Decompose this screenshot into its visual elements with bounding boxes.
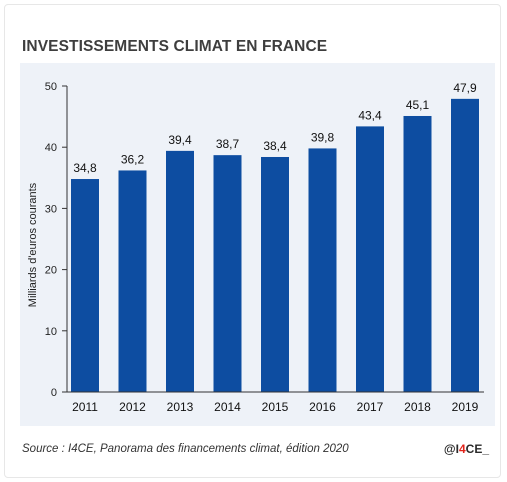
y-axis-ticks: 0 10 20 30 40 50	[45, 81, 67, 399]
x-tick-label-2015: 2015	[262, 400, 289, 414]
bar-2017	[356, 126, 384, 392]
x-tick-label-2011: 2011	[72, 400, 98, 414]
value-label-2014: 38,7	[216, 137, 240, 151]
x-tick-label-2018: 2018	[404, 400, 431, 414]
y-tick-label: 50	[45, 81, 57, 93]
value-label-2018: 45,1	[406, 98, 430, 112]
x-tick-label-2017: 2017	[357, 400, 384, 414]
card-border	[4, 4, 501, 478]
x-tick-label-2012: 2012	[119, 400, 146, 414]
bar-2019	[451, 98, 479, 393]
source-note: Source : I4CE, Panorama des financements…	[22, 443, 349, 455]
value-label-2016: 39,8	[311, 130, 335, 144]
y-tick-label: 40	[45, 142, 57, 154]
x-axis-ticks: 2011 2012 2013 2014 2015 2016 2017 2018 2019	[72, 400, 479, 414]
x-tick-label-2016: 2016	[309, 400, 336, 414]
x-tick-label-2014: 2014	[214, 400, 241, 414]
value-label-2017: 43,4	[358, 108, 382, 122]
bar-2014	[213, 155, 242, 392]
bar-2016	[308, 148, 337, 392]
value-label-2015: 38,4	[263, 139, 287, 153]
bar-2011	[71, 179, 99, 392]
value-labels: 34,8 36,2 39,4 38,7 38,4 39,8 43,4 45,1 47,9	[73, 81, 477, 175]
y-tick-label: 20	[45, 265, 57, 277]
value-label-2012: 36,2	[121, 152, 145, 166]
bar-2018	[403, 115, 432, 392]
value-label-2013: 39,4	[168, 133, 192, 147]
logo-text-suffix: CE_	[465, 442, 489, 456]
y-tick-label: 30	[45, 203, 57, 215]
bar-2015	[261, 156, 289, 392]
i4ce-logo: @I4CE_	[444, 442, 489, 456]
x-tick-label-2013: 2013	[167, 400, 194, 414]
y-tick-label: 0	[51, 387, 57, 399]
y-tick-label: 10	[45, 326, 57, 338]
bar-2013	[166, 150, 194, 392]
bar-2012	[118, 170, 147, 392]
chart-title: INVESTISSEMENTS CLIMAT EN FRANCE	[22, 38, 328, 55]
logo-text-prefix: @I	[443, 442, 459, 456]
bars	[71, 98, 479, 393]
value-label-2011: 34,8	[73, 161, 97, 175]
logo-text-accent: 4	[458, 442, 466, 456]
y-axis-label: Milliards d'euros courants	[27, 182, 39, 307]
x-tick-label-2019: 2019	[452, 400, 479, 414]
value-label-2019: 47,9	[453, 81, 477, 95]
